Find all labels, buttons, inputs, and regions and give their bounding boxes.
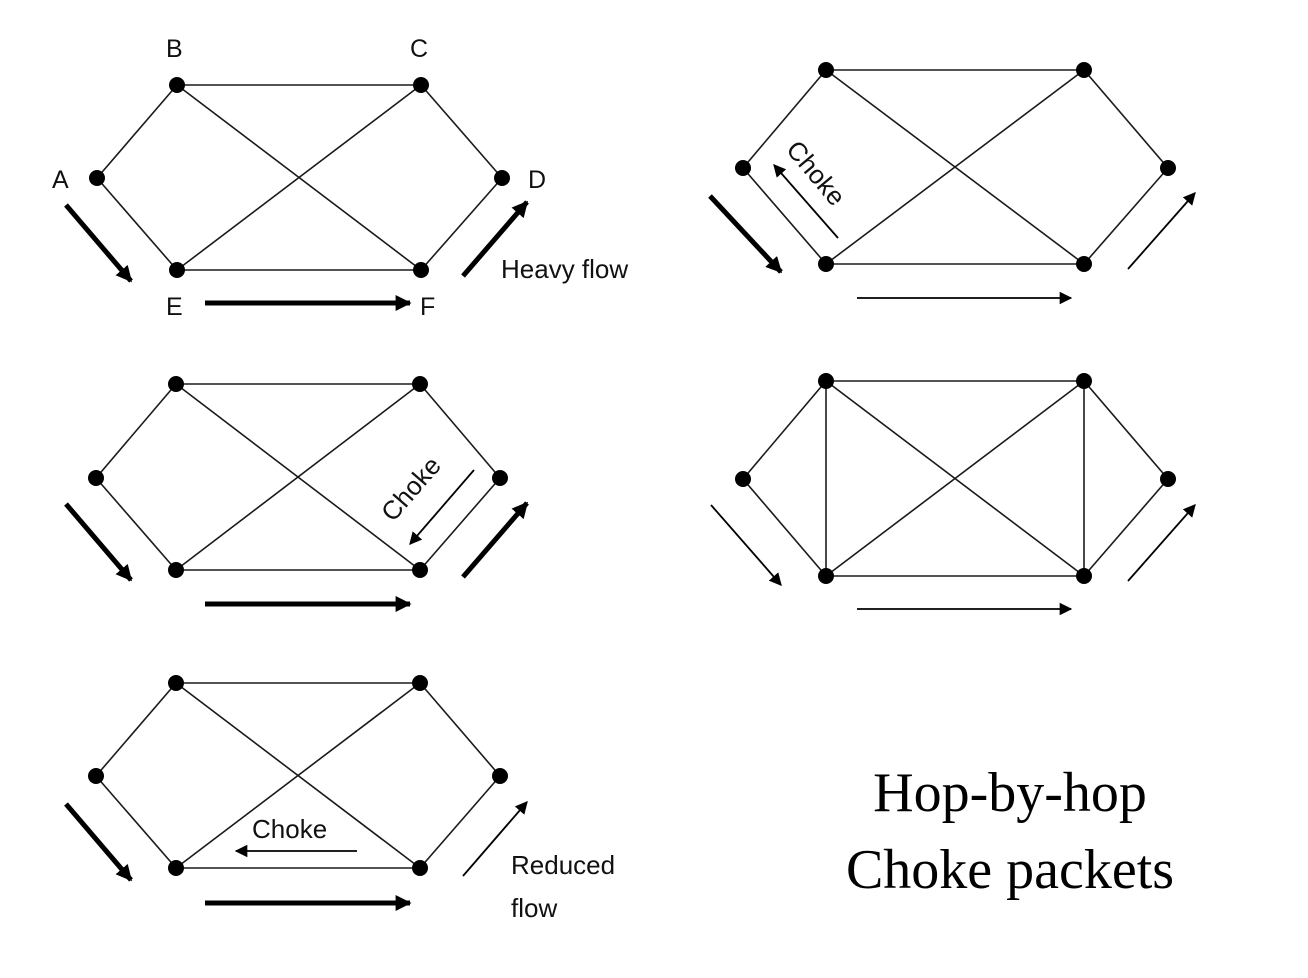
node-b bbox=[818, 373, 834, 389]
edge-c-d bbox=[419, 383, 501, 479]
edge-a-e bbox=[95, 477, 177, 571]
node-label-b: B bbox=[166, 35, 183, 63]
panel-2: Choke bbox=[708, 62, 1196, 305]
edge-a-b bbox=[742, 380, 827, 480]
edge-c-d bbox=[420, 84, 503, 179]
slide-title-line-2: Choke packets bbox=[845, 839, 1175, 901]
edge-a-e bbox=[742, 167, 827, 265]
reduced-flow-label-line-2: flow bbox=[511, 893, 557, 923]
node-e bbox=[818, 568, 834, 584]
choke-label: Choke bbox=[252, 814, 327, 844]
node-a bbox=[88, 768, 104, 784]
edge-d-f bbox=[420, 177, 503, 271]
node-c bbox=[1076, 62, 1092, 78]
node-e bbox=[169, 262, 185, 278]
network-nodes bbox=[88, 376, 508, 578]
panel-5: Choke Reduced flow bbox=[64, 675, 615, 923]
flow-arrow-f-d bbox=[1127, 192, 1196, 270]
network-edges bbox=[95, 383, 501, 571]
flow-arrow-a-e bbox=[64, 802, 133, 882]
flow-arrow-a-e bbox=[710, 504, 782, 586]
node-label-e: E bbox=[166, 293, 183, 321]
node-c bbox=[412, 675, 428, 691]
node-f bbox=[412, 562, 428, 578]
node-a bbox=[88, 470, 104, 486]
node-c bbox=[412, 376, 428, 392]
node-d bbox=[1160, 160, 1176, 176]
choke-arrow bbox=[409, 469, 475, 545]
flow-arrow-a-e bbox=[64, 502, 133, 582]
node-label-d: D bbox=[528, 166, 546, 194]
edge-c-e bbox=[175, 682, 421, 869]
edge-a-e bbox=[742, 478, 827, 577]
node-d bbox=[494, 170, 510, 186]
node-c bbox=[413, 77, 429, 93]
edge-a-b bbox=[95, 682, 177, 777]
network-edges bbox=[96, 84, 503, 271]
edge-a-e bbox=[96, 177, 178, 271]
edge-a-e bbox=[95, 775, 177, 869]
node-f bbox=[1076, 256, 1092, 272]
heavy-flow-label: Heavy flow bbox=[501, 254, 628, 284]
flow-arrow-f-d bbox=[1127, 504, 1196, 582]
edge-c-e bbox=[175, 383, 421, 571]
network-nodes bbox=[89, 77, 510, 278]
node-label-c: C bbox=[410, 35, 428, 63]
network-edges bbox=[742, 380, 1169, 577]
edge-c-e bbox=[825, 380, 1085, 577]
node-c bbox=[1076, 373, 1092, 389]
node-e bbox=[818, 256, 834, 272]
edge-a-b bbox=[742, 69, 827, 169]
network-nodes bbox=[88, 675, 508, 876]
node-label-f: F bbox=[420, 293, 435, 321]
edge-a-b bbox=[95, 383, 177, 479]
edge-d-f bbox=[1083, 167, 1169, 265]
network-nodes bbox=[735, 62, 1176, 272]
choke-label: Choke bbox=[375, 451, 447, 527]
panel-3: Choke bbox=[64, 376, 529, 613]
node-f bbox=[412, 860, 428, 876]
node-label-a: A bbox=[52, 166, 69, 194]
edge-c-d bbox=[1083, 69, 1169, 169]
edge-d-f bbox=[1083, 478, 1169, 577]
node-b bbox=[818, 62, 834, 78]
node-d bbox=[492, 768, 508, 784]
edge-c-d bbox=[419, 682, 501, 777]
flow-arrow-a-e bbox=[708, 194, 783, 274]
network-edges bbox=[95, 682, 501, 869]
node-d bbox=[1160, 471, 1176, 487]
panel-4 bbox=[710, 373, 1196, 616]
reduced-flow-label-line-1: Reduced bbox=[511, 850, 615, 880]
choke-label: Choke bbox=[780, 135, 851, 212]
flow-arrow-f-d bbox=[461, 200, 529, 278]
network-nodes bbox=[735, 373, 1176, 584]
flow-arrow-a-e bbox=[64, 203, 133, 283]
flow-arrow-f-d bbox=[462, 801, 528, 877]
network-edges bbox=[742, 69, 1169, 265]
edge-d-f bbox=[419, 477, 501, 571]
flow-arrow-f-d bbox=[461, 501, 529, 579]
edge-d-f bbox=[419, 775, 501, 869]
node-b bbox=[168, 376, 184, 392]
edge-c-e bbox=[825, 69, 1085, 265]
node-a bbox=[89, 170, 105, 186]
slide-title-line-1: Hop-by-hop bbox=[873, 762, 1147, 824]
node-d bbox=[492, 470, 508, 486]
edge-c-e bbox=[176, 84, 422, 271]
edge-c-d bbox=[1083, 380, 1169, 480]
node-e bbox=[168, 562, 184, 578]
choke-arrow bbox=[773, 164, 839, 239]
node-f bbox=[1076, 568, 1092, 584]
panel-1: A B C D E F Heavy flow bbox=[52, 35, 628, 321]
node-f bbox=[413, 262, 429, 278]
edge-a-b bbox=[96, 84, 178, 179]
node-b bbox=[168, 675, 184, 691]
node-b bbox=[169, 77, 185, 93]
node-a bbox=[735, 160, 751, 176]
node-e bbox=[168, 860, 184, 876]
node-a bbox=[735, 471, 751, 487]
